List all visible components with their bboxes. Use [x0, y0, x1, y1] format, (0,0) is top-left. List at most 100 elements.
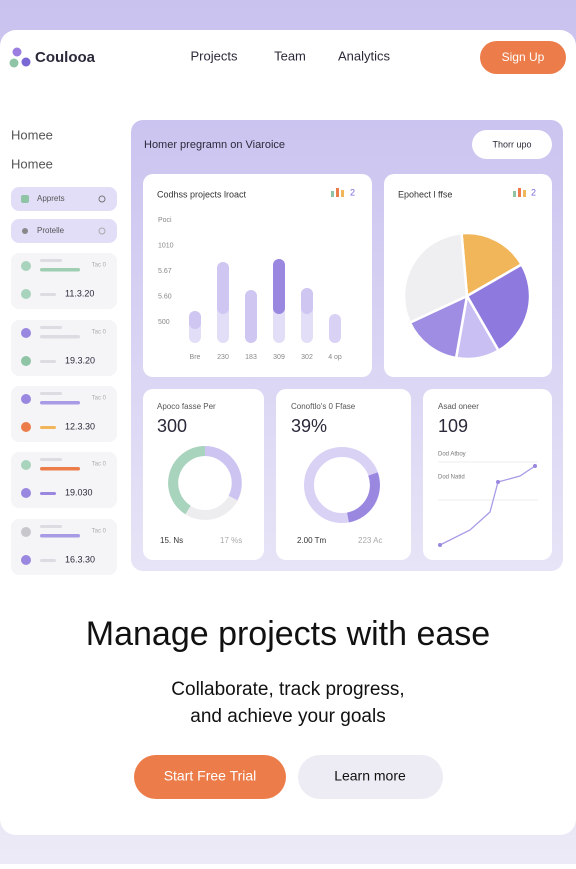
bar: [273, 259, 285, 314]
logo-dot: [9, 58, 19, 68]
badge-icon: [518, 188, 521, 197]
hero: Manage projects with ease Collaborate, t…: [86, 615, 490, 799]
legend-label: Dod Natid: [438, 475, 465, 481]
card-line: [40, 268, 80, 272]
card-line: [40, 360, 56, 363]
pie-slice: [460, 231, 524, 299]
nav-link[interactable]: Projects: [191, 48, 238, 63]
pie-slice: [402, 231, 469, 325]
line-point: [438, 543, 442, 547]
donut-arc: [168, 446, 206, 515]
pill-label: Apprets: [37, 194, 65, 203]
card-line: [40, 401, 80, 405]
badge: 2: [350, 187, 355, 197]
axis-label: 1010: [158, 242, 174, 249]
subtitle: and achieve your goals: [190, 706, 385, 727]
card-tag: Tac 0: [92, 462, 107, 468]
line-illustration: [439, 465, 536, 546]
pie-slice: [465, 262, 532, 353]
card-line: [40, 335, 80, 339]
donut-arc: [346, 472, 380, 523]
pie-slice: [408, 293, 469, 360]
primary-button[interactable]: Start Free Trial: [134, 755, 286, 799]
card-line: [40, 426, 56, 429]
axis-label: 309: [273, 354, 285, 361]
card-line: [40, 293, 56, 296]
badge-icon: [341, 190, 344, 197]
stat-card: [143, 389, 264, 560]
bar: [329, 314, 341, 343]
stat-card: [423, 389, 552, 560]
bar: [245, 290, 257, 343]
nav-link[interactable]: Team: [274, 48, 306, 63]
card-tag: Tac 0: [92, 330, 107, 336]
bar: [301, 288, 313, 314]
stat-value: 300: [157, 416, 187, 436]
card-dot: [21, 328, 31, 338]
axis-label: 4 op: [328, 354, 342, 361]
sidebar-card[interactable]: Tac 0 11.3.20: [11, 253, 117, 309]
pill-icon: [22, 228, 28, 234]
sidebar-card[interactable]: Tac 0 16.3.30: [11, 519, 117, 575]
bar-illustration: [189, 259, 341, 343]
card-line: [40, 259, 62, 262]
sidebar-item[interactable]: Homee: [11, 127, 53, 142]
logo-dot: [21, 57, 31, 67]
sidebar-item[interactable]: Homee: [11, 156, 53, 171]
card-tag: Tac 0: [92, 529, 107, 535]
button-label: Sign Up: [502, 50, 545, 64]
sidebar-pill[interactable]: Apprets: [11, 187, 117, 211]
card-line: [40, 525, 62, 528]
button-label: Thorr upo: [492, 139, 531, 149]
card-bg: [11, 320, 117, 376]
axis-label: Poci: [158, 217, 172, 224]
card-line: [40, 492, 56, 495]
card-line: [40, 326, 62, 329]
pill-bg: [11, 219, 117, 243]
card-tag: Tac 0: [92, 263, 107, 269]
sidebar-card[interactable]: Tac 0 19.3.20: [11, 320, 117, 376]
axis-label: 500: [158, 319, 170, 326]
dashboard-title: Homer pregramn on Viaroice: [144, 139, 285, 151]
sidebar-card[interactable]: Tac 0 12.3.30: [11, 386, 117, 442]
logo-text: Coulooa: [35, 49, 96, 66]
stat-foot: 17 %s: [220, 536, 242, 545]
header: Coulooa Projects Team Analytics Sign Up: [9, 41, 566, 74]
dashboard: Homer pregramn on Viaroice Thorr upo Cod…: [131, 120, 563, 571]
card-bg: [11, 253, 117, 309]
legend-label: Dod Atboy: [438, 452, 466, 458]
stat-title: Apoco fasse Per: [157, 402, 216, 411]
stat-title: Asad oneer: [438, 402, 479, 411]
axis-label: 5.60: [158, 293, 172, 300]
card-title: Codhss projects lroact: [157, 189, 247, 199]
pill-icon: [98, 195, 106, 203]
pill-icon: [21, 195, 29, 203]
card-tag: Tac 0: [92, 396, 107, 402]
card-dot: [21, 394, 31, 404]
card-value: 19.030: [65, 487, 93, 497]
button-label: Start Free Trial: [164, 768, 257, 784]
card-bg: [11, 452, 117, 508]
card-line: [40, 467, 80, 471]
card-line: [40, 392, 62, 395]
sidebar-pill[interactable]: Protelle: [11, 219, 117, 243]
card-bg: [11, 386, 117, 442]
card-value: 12.3.30: [65, 421, 95, 431]
axis-label: Bre: [190, 354, 201, 361]
card-dot: [21, 460, 31, 470]
axis-label: 230: [217, 354, 229, 361]
bar: [217, 262, 229, 314]
stat-card: [276, 389, 411, 560]
button-label: Learn more: [334, 768, 406, 784]
axis-label: 302: [301, 354, 313, 361]
signup-button[interactable]: Sign Up: [480, 41, 566, 74]
badge-icon: [513, 191, 516, 197]
card-line: [40, 458, 62, 461]
dashboard-button[interactable]: Thorr upo: [472, 130, 552, 159]
card-dot: [21, 527, 31, 537]
sidebar-card[interactable]: Tac 0 19.030: [11, 452, 117, 508]
secondary-button[interactable]: Learn more: [298, 755, 443, 799]
bar: [189, 311, 201, 329]
card-dot: [21, 555, 31, 565]
nav-link[interactable]: Analytics: [338, 48, 391, 63]
